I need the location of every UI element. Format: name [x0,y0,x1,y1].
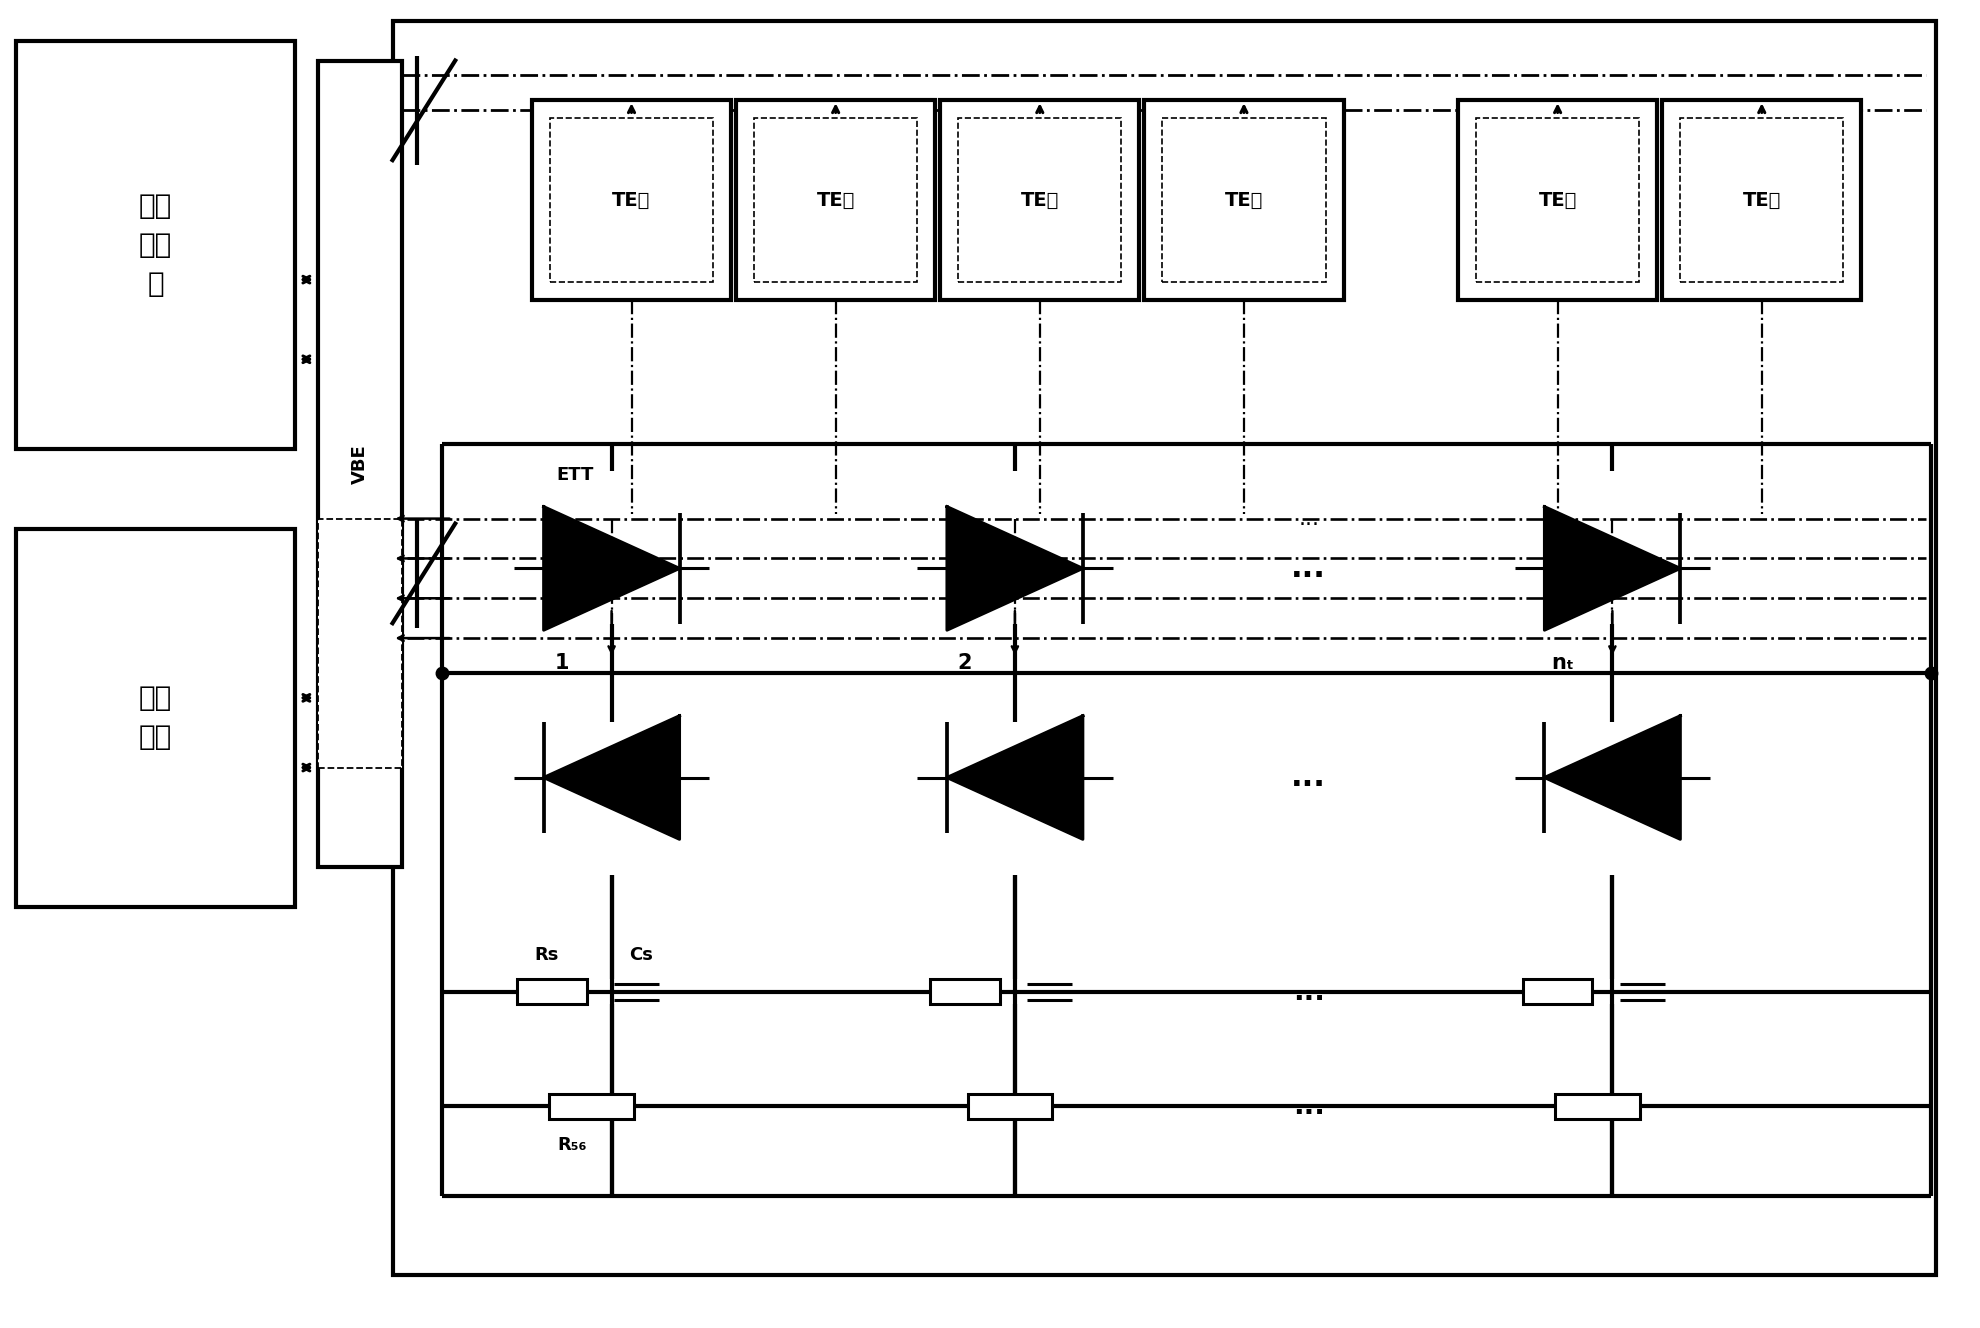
Text: nₜ: nₜ [1550,653,1574,673]
Text: 当地
工作
站: 当地 工作 站 [139,191,172,297]
Polygon shape [544,716,679,839]
Bar [1475,118,1639,282]
Text: 2: 2 [958,653,972,673]
Bar [533,101,731,300]
Text: Rs: Rs [535,946,558,964]
Polygon shape [1544,716,1681,839]
Text: TE板: TE板 [1020,190,1059,210]
Text: ...: ... [1299,509,1319,529]
Text: Cs: Cs [630,946,653,964]
Bar [319,519,402,768]
Bar [1457,101,1657,300]
Text: VBE: VBE [350,444,368,483]
Text: 控制
系统: 控制 系统 [139,684,172,752]
Bar [737,101,935,300]
Bar [1523,979,1592,1004]
Bar [548,1094,634,1118]
Bar [968,1094,1051,1118]
Bar [958,118,1121,282]
Bar [392,21,1936,1275]
Text: TE板: TE板 [1742,190,1780,210]
Text: TE板: TE板 [612,190,651,210]
Text: ETT: ETT [556,466,594,483]
Bar [1554,1094,1639,1118]
Polygon shape [946,507,1083,631]
Text: ...: ... [1291,764,1327,791]
Bar [517,979,586,1004]
Text: TE板: TE板 [816,190,855,210]
Text: R₅₆: R₅₆ [556,1135,586,1154]
Bar [1162,118,1325,282]
Polygon shape [1544,507,1681,631]
Bar [931,979,1000,1004]
Bar [550,118,713,282]
Bar [754,118,917,282]
Bar [1661,101,1861,300]
Bar [940,101,1138,300]
Bar [16,529,295,907]
Text: 1: 1 [554,653,568,673]
Text: ...: ... [1291,554,1327,583]
Polygon shape [544,507,679,631]
Bar [16,41,295,449]
Bar [319,61,402,867]
Polygon shape [946,716,1083,839]
Text: TE板: TE板 [1538,190,1576,210]
Bar [1144,101,1344,300]
Text: TE板: TE板 [1226,190,1263,210]
Text: ...: ... [1293,977,1325,1005]
Bar [1681,118,1843,282]
Text: ...: ... [1293,1092,1325,1120]
